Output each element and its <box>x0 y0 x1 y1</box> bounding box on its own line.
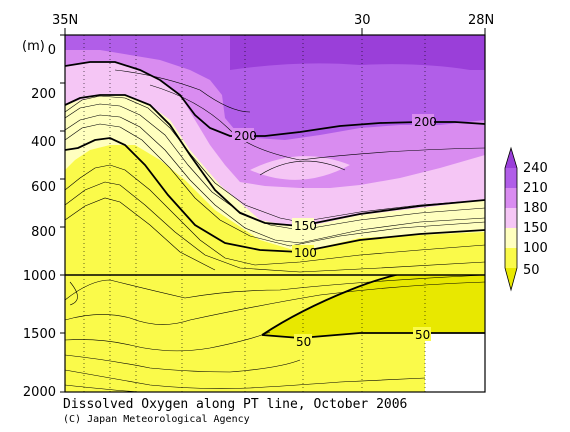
colorbar-swatch-210-240 <box>505 168 517 188</box>
colorbar-label-50: 50 <box>523 263 540 278</box>
y-tick-600: 600 <box>31 180 56 195</box>
y-unit-label: (m) <box>22 39 45 54</box>
colorbar-cap-bottom <box>505 268 517 290</box>
no-data-block <box>425 333 485 392</box>
x-ticks <box>64 28 486 35</box>
y-tick-400: 400 <box>31 135 56 150</box>
colorbar-swatch-180-210 <box>505 188 517 208</box>
band-lower-lt50 <box>262 275 485 338</box>
plot-frame <box>64 34 486 393</box>
contour-100-line <box>65 137 485 253</box>
band-gt-240 <box>230 35 485 70</box>
colorbar-swatch-50-100 <box>505 248 517 268</box>
chart-title: Dissolved Oxygen along PT line, October … <box>63 397 407 412</box>
colorbar: 240 210 180 150 100 50 <box>504 146 548 292</box>
chart-credit: (C) Japan Meteorological Agency <box>63 414 250 425</box>
y-tick-200: 200 <box>31 87 56 102</box>
contour-50-lower-line <box>261 332 485 339</box>
contour-label-100: 100 <box>294 246 317 260</box>
x-tick-label-35n: 35N <box>52 13 78 28</box>
colorbar-label-180: 180 <box>523 201 548 216</box>
contour-label-50-b: 50 <box>296 335 311 349</box>
x-tick-label-30: 30 <box>354 13 371 28</box>
thin-isolines <box>65 69 485 273</box>
y-ticks <box>60 34 65 393</box>
colorbar-swatch-100-150 <box>505 228 517 248</box>
y-tick-1500: 1500 <box>23 327 56 342</box>
contour-50-line <box>261 275 400 336</box>
lower-thin-isolines <box>65 275 485 392</box>
contour-150-line <box>65 94 485 227</box>
x-tick-label-28n: 28N <box>468 13 494 28</box>
contour-label-200-b: 200 <box>414 115 437 129</box>
colorbar-label-150: 150 <box>523 221 548 236</box>
colorbar-label-240: 240 <box>523 161 548 176</box>
y-tick-2000: 2000 <box>23 385 56 400</box>
lower-panel <box>65 275 485 392</box>
contour-200-line <box>65 61 485 137</box>
contour-labels: 200 200 150 100 50 50 <box>232 114 437 349</box>
contour-label-150: 150 <box>294 219 317 233</box>
upper-panel <box>65 35 485 275</box>
colorbar-label-210: 210 <box>523 181 548 196</box>
contour-label-50: 50 <box>415 328 430 342</box>
y-tick-1000: 1000 <box>23 269 56 284</box>
y-tick-800: 800 <box>31 225 56 240</box>
colorbar-label-100: 100 <box>523 241 548 256</box>
colorbar-cap-top <box>505 148 517 168</box>
thick-isolines <box>65 61 485 253</box>
y-tick-0: 0 <box>48 43 56 58</box>
colorbar-swatch-150-180 <box>505 208 517 228</box>
band-pocket <box>250 156 350 180</box>
contour-label-200-a: 200 <box>234 129 257 143</box>
